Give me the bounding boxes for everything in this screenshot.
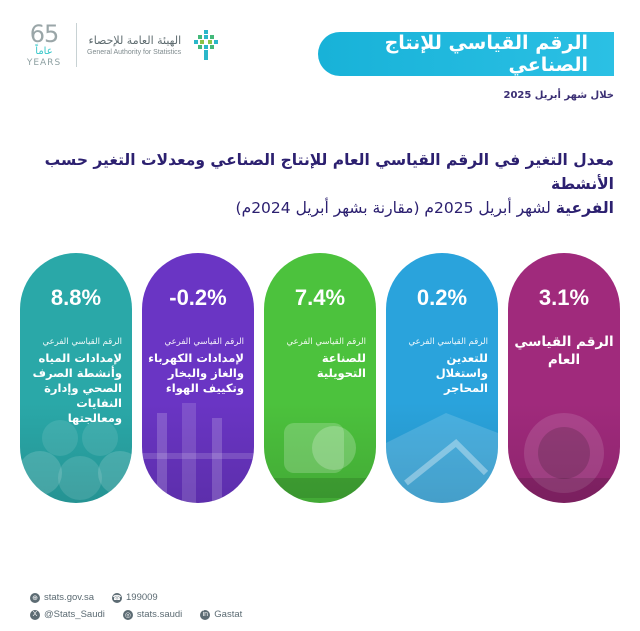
card-manufacturing: 7.4% الرقم القياسي الفرعي للصناعة التحوي… [264, 253, 376, 503]
period-label: خلال شهر أبريل 2025 [503, 90, 614, 101]
index-cards: 3.1% الرقم القياسي العام 0.2% الرقم القي… [20, 253, 620, 503]
card-subtitle: الرقم القياسي الفرعي [408, 337, 488, 347]
card-image-mining-machine [386, 413, 498, 503]
card-name: لإمدادات المياه وأنشطة الصرف الصحي وإدار… [32, 351, 122, 425]
card-electricity: -0.2% الرقم القياسي الفرعي لإمدادات الكه… [142, 253, 254, 503]
org-name-en: General Authority for Statistics [87, 49, 182, 56]
page-title: الرقم القياسي للإنتاج الصناعي [384, 32, 588, 76]
logo-divider [76, 23, 77, 67]
card-value: -0.2% [169, 285, 227, 310]
globe-icon: ⊕ [30, 592, 40, 603]
twitter-link[interactable]: X @Stats_Saudi [30, 609, 105, 620]
card-value: 7.4% [294, 285, 346, 310]
instagram-link[interactable]: ◎ stats.saudi [122, 609, 183, 620]
linkedin-icon: in [200, 609, 211, 620]
org-name-ar: الهيئة العامة للإحصاء [88, 34, 182, 47]
gastat-logo-icon [191, 28, 221, 62]
card-water: 8.8% الرقم القياسي الفرعي لإمدادات الميا… [20, 253, 132, 503]
anniversary-ar: عاماً [35, 46, 53, 57]
phone-icon: ☎ [112, 592, 122, 603]
card-image-power-plant [142, 403, 254, 503]
card-name: للصناعة التحويلية [316, 351, 366, 380]
header-logos: 65 عاماً YEARS الهيئة العامة للإحصاء Gen… [22, 22, 221, 68]
x-icon: X [30, 609, 40, 620]
phone-text: 199009 [126, 592, 158, 603]
anniversary-logo: 65 عاماً YEARS [22, 22, 66, 68]
website-text: stats.gov.sa [44, 592, 94, 603]
phone-link[interactable]: ☎ 199009 [112, 592, 158, 603]
linkedin-link[interactable]: in Gastat [200, 609, 242, 620]
card-value: 0.2% [416, 285, 468, 310]
twitter-text: @Stats_Saudi [44, 609, 105, 620]
heading-line1: معدل التغير في الرقم القياسي العام للإنت… [44, 151, 614, 193]
card-subtitle: الرقم القياسي الفرعي [42, 337, 122, 347]
card-image-motor [274, 423, 366, 498]
card-mining: 0.2% الرقم القياسي الفرعي للتعدين واستغل… [386, 253, 498, 503]
card-image-water-pipes [20, 420, 132, 500]
card-value: 3.1% [538, 285, 590, 310]
heading-line2-rest: لشهر أبريل 2025م (مقارنة بشهر أبريل 2024… [235, 199, 556, 217]
card-value: 8.8% [50, 285, 102, 310]
title-banner: الرقم القياسي للإنتاج الصناعي [318, 32, 614, 76]
anniversary-en: YEARS [26, 58, 62, 68]
instagram-icon: ◎ [122, 609, 133, 620]
card-subtitle: الرقم القياسي الفرعي [286, 337, 366, 347]
card-name: الرقم القياسي العام [514, 334, 614, 368]
instagram-text: stats.saudi [136, 609, 183, 620]
card-image-industrial-pipe [518, 413, 610, 503]
website-link[interactable]: ⊕ stats.gov.sa [30, 592, 94, 603]
card-subtitle: الرقم القياسي الفرعي [164, 337, 244, 347]
section-heading: معدل التغير في الرقم القياسي العام للإنت… [24, 148, 614, 220]
footer-contacts: ⊕ stats.gov.sa ☎ 199009 X @Stats_Saudi ◎… [30, 592, 242, 626]
org-name: الهيئة العامة للإحصاء General Authority … [87, 34, 181, 56]
heading-line2: الفرعية لشهر أبريل 2025م (مقارنة بشهر أب… [24, 196, 614, 220]
card-name: لإمدادات الكهرباء والغاز والبخار وتكييف … [148, 351, 244, 395]
anniversary-number: 65 [29, 20, 60, 48]
heading-line2-bold: الفرعية [555, 199, 614, 217]
linkedin-text: Gastat [214, 609, 243, 620]
card-general-index: 3.1% الرقم القياسي العام [508, 253, 620, 503]
card-name: للتعدين واستغلال المحاجر [435, 351, 488, 395]
